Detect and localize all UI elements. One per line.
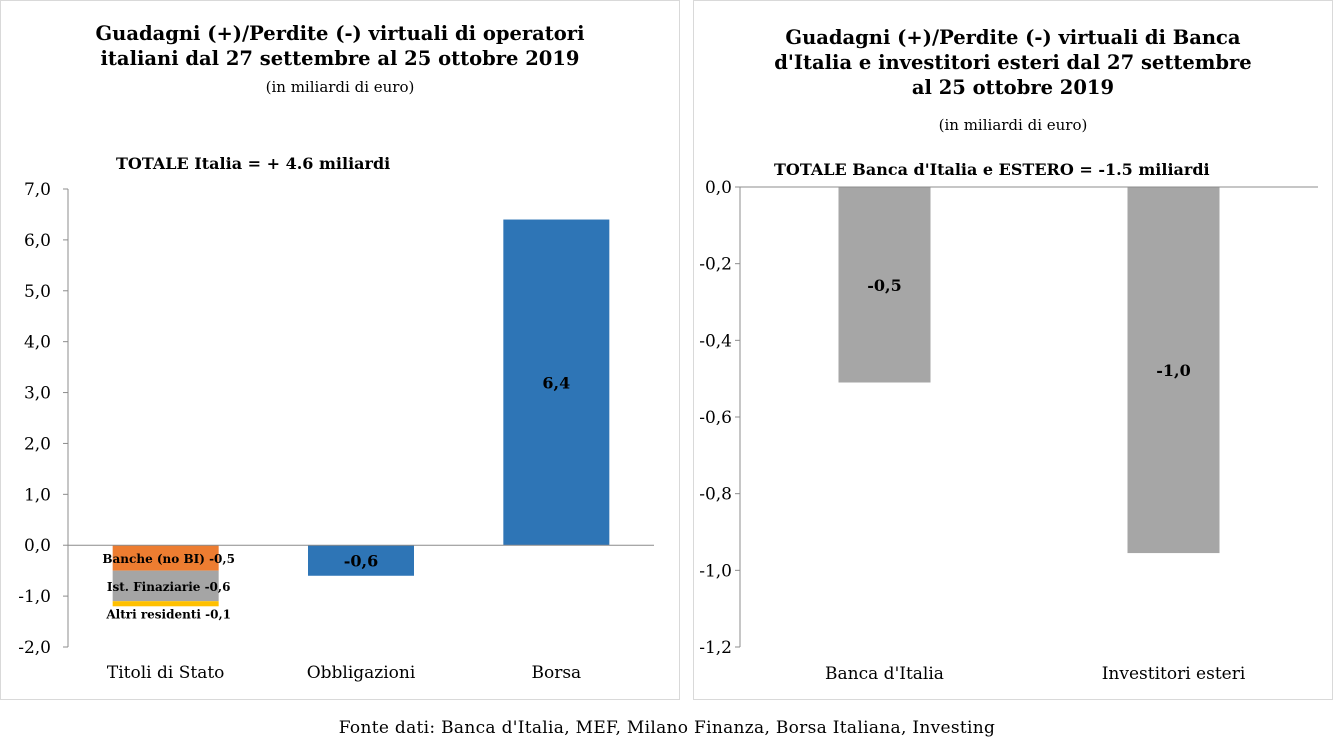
y-tick-label: 6,0 [24, 231, 51, 251]
bar-value-label: 6,4 [542, 373, 570, 392]
y-tick-label: 3,0 [24, 384, 51, 404]
y-tick-label: -2,0 [18, 638, 51, 658]
y-tick-label: -0,2 [699, 255, 732, 275]
segment-label: Ist. Finaziarie -0,6 [107, 580, 231, 594]
x-category-label: Borsa [531, 663, 581, 683]
bar [503, 219, 610, 546]
y-tick-label: 0,0 [24, 536, 51, 556]
chart-subtitle: (in miliardi di euro) [938, 116, 1088, 134]
y-tick-label: -0,8 [699, 485, 732, 505]
x-category-label: Banca d'Italia [825, 664, 944, 684]
y-tick-label: 4,0 [24, 333, 51, 353]
bar-segment [112, 570, 219, 602]
y-tick-label: -0,6 [699, 408, 732, 428]
y-tick-label: 2,0 [24, 434, 51, 454]
bar-chart-right: 0,0 -0,2 -0,4 -0,6 -0,8 -1,0 -1,2 -0,5 -1,0 Banca… [699, 178, 1318, 684]
y-tick-label: -1,0 [699, 561, 732, 581]
bar [308, 545, 414, 576]
y-tick-label: 5,0 [24, 282, 51, 302]
bar-value-label: -0,5 [867, 276, 901, 295]
chart-title: Guadagni (+)/Perdite (-) virtuali di ope… [95, 22, 585, 70]
bar [1127, 187, 1220, 554]
y-tick-label: 7,0 [24, 180, 51, 200]
y-tick-label: -1,2 [699, 638, 732, 658]
segment-label: Banche (no BI) -0,5 [102, 552, 235, 566]
y-tick-label: -1,0 [18, 587, 51, 607]
bar-segment [112, 601, 219, 607]
total-annotation: TOTALE Banca d'Italia e ESTERO = -1.5 mi… [774, 160, 1210, 179]
bar-value-label: -0,6 [344, 551, 378, 570]
x-category-label: Investitori esteri [1102, 664, 1246, 684]
y-tick-label: 1,0 [24, 485, 51, 505]
bar-chart-left: -2,0 -1,0 0,0 1,0 2,0 3,0 4,0 5,0 6,0 7,0 Banche (… [18, 180, 654, 683]
y-tick-label: -0,4 [699, 331, 732, 351]
x-category-label: Obbligazioni [307, 663, 416, 683]
segment-label: Altri residenti -0,1 [105, 607, 231, 621]
data-source-footer: Fonte dati: Banca d'Italia, MEF, Milano … [338, 718, 996, 738]
bar-value-label: -1,0 [1156, 361, 1190, 380]
total-annotation: TOTALE Italia = + 4.6 miliardi [116, 154, 391, 173]
x-category-label: Titoli di Stato [107, 663, 225, 683]
chart-panel-bank-foreign: Guadagni (+)/Perdite (-) virtuali di Ban… [693, 0, 1333, 700]
y-tick-label: 0,0 [705, 178, 732, 198]
chart-panel-italian-operators: Guadagni (+)/Perdite (-) virtuali di ope… [0, 0, 680, 700]
chart-subtitle: (in miliardi di euro) [265, 78, 415, 96]
bar [838, 187, 931, 383]
bar-segment [112, 545, 219, 571]
chart-title: Guadagni (+)/Perdite (-) virtuali di Ban… [774, 26, 1252, 99]
